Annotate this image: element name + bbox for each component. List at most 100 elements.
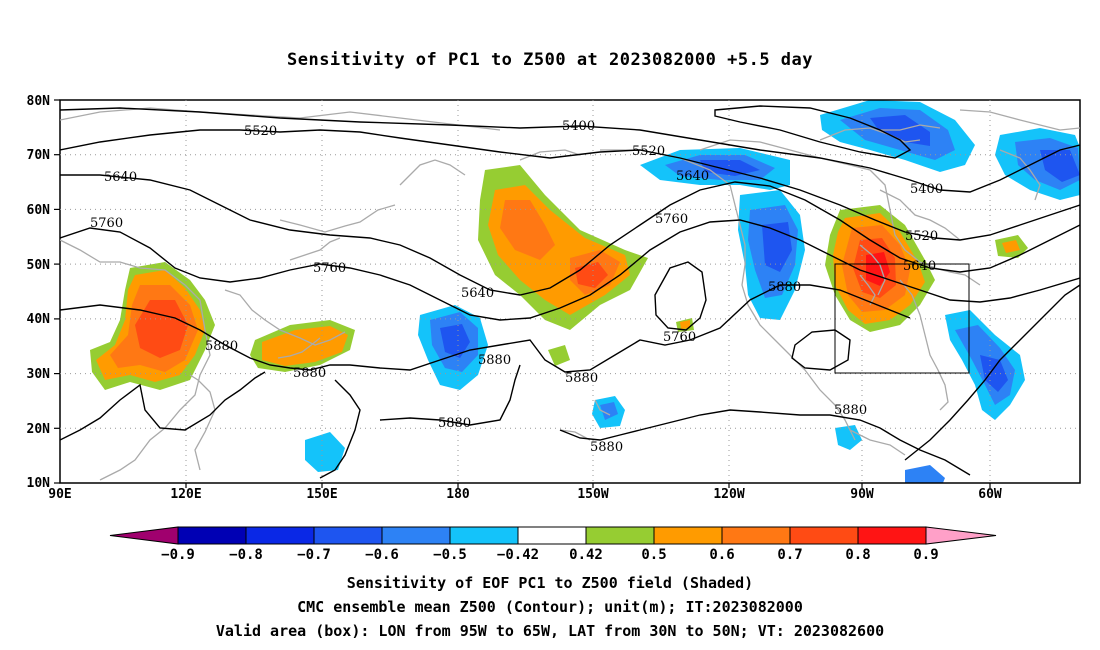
lon-ticks bbox=[185, 483, 991, 488]
colorbar-tick-label: −0.9 bbox=[161, 547, 195, 563]
contour-label: 5400 bbox=[562, 119, 595, 134]
contour-label: 5880 bbox=[438, 416, 471, 431]
contour-5880-closed bbox=[791, 329, 851, 371]
colorbar-tick-label: 0.42 bbox=[569, 547, 603, 563]
shade-east-coast-us-3 bbox=[980, 355, 1008, 392]
shade-marshall bbox=[305, 432, 345, 472]
colorbar-tick-label: −0.8 bbox=[229, 547, 263, 563]
contour-5760 bbox=[60, 219, 1080, 321]
contour-label: 5640 bbox=[104, 170, 137, 185]
colorbar-left-arrow bbox=[109, 526, 179, 545]
lon-label: 150W bbox=[577, 487, 608, 502]
lon-label: 90E bbox=[48, 487, 71, 502]
colorbar-tick-label: −0.7 bbox=[297, 547, 331, 563]
contour-5880-east bbox=[904, 284, 1080, 461]
colorbar-right-arrow bbox=[925, 526, 997, 545]
caption-line-1: Sensitivity of EOF PC1 to Z500 field (Sh… bbox=[346, 574, 754, 592]
contour-label: 5880 bbox=[834, 403, 867, 418]
lat-ticks bbox=[54, 99, 60, 484]
colorbar-swatch bbox=[517, 526, 587, 545]
colorbar-tick-label: −0.5 bbox=[433, 547, 467, 563]
colorbar-swatch bbox=[313, 526, 383, 545]
coastlines bbox=[60, 107, 1080, 481]
shade-pacific-red bbox=[575, 262, 608, 288]
colorbar-tick-label: −0.42 bbox=[497, 547, 539, 563]
contour-label: 5880 bbox=[478, 353, 511, 368]
colorbar-tick-label: 0.9 bbox=[913, 547, 938, 563]
colorbar-swatch bbox=[245, 526, 315, 545]
contour-label: 5640 bbox=[903, 259, 936, 274]
contour-5880-hawaii bbox=[559, 409, 971, 476]
contour-label: 5760 bbox=[655, 212, 688, 227]
sensitivity-shading bbox=[90, 100, 1080, 483]
contour-label: 5760 bbox=[90, 216, 123, 231]
contour-label: 5640 bbox=[461, 286, 494, 301]
contour-5880-west bbox=[60, 284, 911, 373]
shade-atlantic-south bbox=[905, 465, 945, 483]
lat-label: 50N bbox=[27, 258, 51, 273]
colorbar-swatch bbox=[449, 526, 519, 545]
contour-label: 5520 bbox=[244, 124, 277, 139]
colorbar-swatch bbox=[381, 526, 451, 545]
lon-label: 90W bbox=[850, 487, 874, 502]
map-frame bbox=[59, 99, 1081, 484]
lat-label: 30N bbox=[27, 367, 51, 382]
contour-5400-closed bbox=[714, 105, 912, 159]
colorbar-tick-label: −0.6 bbox=[365, 547, 399, 563]
shade-alaska-canada-3 bbox=[700, 160, 760, 176]
contour-label: 5880 bbox=[565, 371, 598, 386]
contour-label: 5880 bbox=[590, 440, 623, 455]
contour-5640 bbox=[60, 174, 1080, 296]
lat-label: 10N bbox=[27, 476, 51, 491]
valid-area-box bbox=[834, 263, 970, 374]
lon-label: 120E bbox=[170, 487, 201, 502]
lon-label: 120W bbox=[713, 487, 744, 502]
contour-label: 5880 bbox=[205, 339, 238, 354]
colorbar-swatch bbox=[857, 526, 927, 545]
shade-greenland-3 bbox=[1040, 150, 1080, 182]
contour-label: 5880 bbox=[293, 366, 326, 381]
shade-east-asia-red bbox=[135, 300, 188, 358]
colorbar-tick-label: 0.6 bbox=[709, 547, 734, 563]
colorbar-swatch bbox=[721, 526, 791, 545]
colorbar: −0.9 −0.8 −0.7 −0.6 −0.5 −0.42 0.42 0.5 0.6 0.7 0.… bbox=[109, 526, 997, 563]
lat-label: 20N bbox=[27, 422, 51, 437]
lat-label: 70N bbox=[27, 148, 51, 163]
shade-small-orange-2 bbox=[680, 320, 690, 329]
contour-label: 5400 bbox=[910, 182, 943, 197]
lat-label: 80N bbox=[27, 94, 51, 109]
shade-pacific-darkorange bbox=[500, 200, 555, 260]
contour-5880-pacific bbox=[319, 379, 361, 479]
lon-label: 180 bbox=[446, 487, 470, 502]
shade-newfoundland-orange bbox=[1002, 240, 1020, 253]
colorbar-tick-label: 0.7 bbox=[777, 547, 802, 563]
contour-5880-pacific-2 bbox=[379, 364, 521, 426]
contour-label: 5520 bbox=[905, 229, 938, 244]
contour-5760-closed bbox=[654, 261, 707, 331]
contour-label: 5880 bbox=[768, 280, 801, 295]
shade-hawaii-2 bbox=[600, 402, 618, 420]
shade-small-green-1 bbox=[548, 345, 570, 366]
contour-label: 5760 bbox=[663, 330, 696, 345]
colorbar-swatch bbox=[177, 526, 247, 545]
contour-5880-south bbox=[60, 371, 266, 441]
latitude-labels: 80N 70N 60N 50N 40N 30N 20N 10N bbox=[27, 94, 51, 491]
contour-label: 5520 bbox=[632, 144, 665, 159]
colorbar-swatch bbox=[653, 526, 723, 545]
page-title: Sensitivity of PC1 to Z500 at 2023082000… bbox=[286, 50, 813, 70]
caption-line-3: Valid area (box): LON from 95W to 65W, L… bbox=[215, 622, 885, 640]
caption-line-2: CMC ensemble mean Z500 (Contour); unit(m… bbox=[297, 598, 803, 616]
longitude-labels: 90E 120E 150E 180 150W 120W 90W 60W bbox=[48, 487, 1002, 502]
lat-label: 40N bbox=[27, 312, 51, 327]
colorbar-swatch bbox=[585, 526, 655, 545]
z500-contours bbox=[60, 105, 1080, 479]
contour-label: 5640 bbox=[676, 169, 709, 184]
colorbar-tick-label: 0.5 bbox=[641, 547, 666, 563]
shade-japan-orange bbox=[262, 326, 348, 366]
colorbar-tick-label: 0.8 bbox=[845, 547, 870, 563]
shade-caribbean bbox=[835, 425, 862, 450]
contour-label-group: 5400 5520 5520 5520 5640 5640 5640 5640 … bbox=[90, 119, 943, 455]
lon-label: 150E bbox=[306, 487, 337, 502]
colorbar-swatch bbox=[789, 526, 859, 545]
